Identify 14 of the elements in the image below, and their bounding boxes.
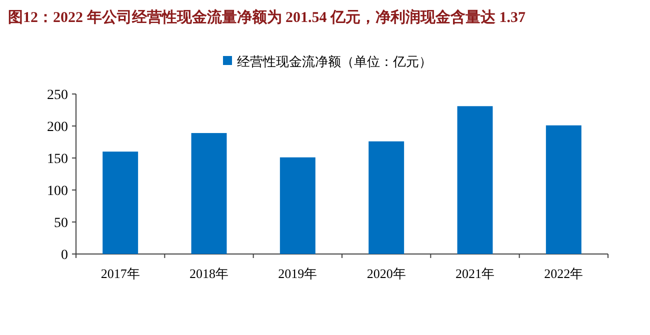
ytick: 50 [54, 216, 68, 231]
ytick: 200 [47, 120, 68, 135]
ytick: 150 [47, 152, 68, 167]
ytick: 250 [47, 88, 68, 103]
ytick: 0 [61, 248, 68, 263]
xtick: 2019年 [278, 266, 318, 281]
legend: 经营性现金流净额（单位：亿元） [237, 54, 432, 69]
xtick: 2017年 [100, 266, 140, 281]
xtick: 2021年 [456, 266, 494, 281]
xtick: 2020年 [366, 266, 406, 281]
xtick: 2018年 [190, 266, 228, 281]
ytick: 100 [47, 184, 68, 199]
xtick: 2022年 [544, 266, 584, 281]
title: 图12：2022 年公司经营性现金流量净额为 201.54 亿元，净利润现金含量达 1.37 [8, 10, 526, 26]
